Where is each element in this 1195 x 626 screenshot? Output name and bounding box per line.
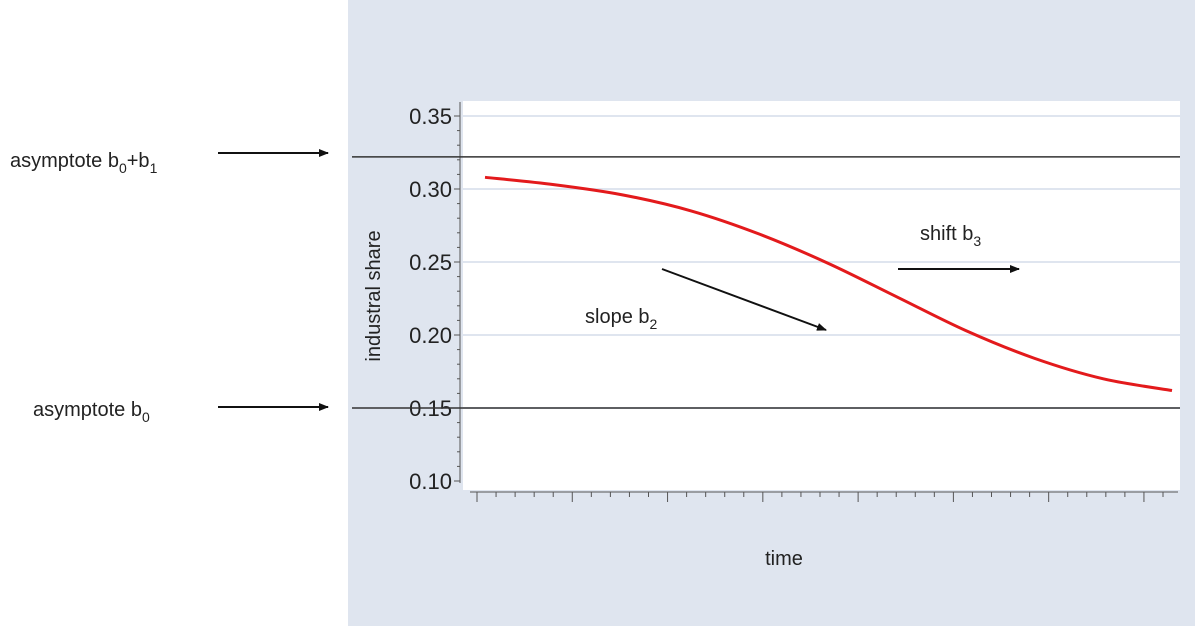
shift-label: shift b3 — [920, 223, 981, 249]
asymptote-lines — [352, 156, 1180, 409]
plot-area — [463, 101, 1180, 490]
upper-asymptote-label: asymptote b0+b1 — [10, 150, 158, 176]
slope-label: slope b2 — [585, 306, 658, 332]
series-layer — [484, 175, 1173, 392]
gridlines — [463, 115, 1180, 409]
y-tick-label: 0.10 — [409, 469, 452, 494]
y-tick-label: 0.30 — [409, 177, 452, 202]
y-tick-label: 0.20 — [409, 323, 452, 348]
x-axis-title: time — [765, 548, 803, 570]
y-tick-label: 0.25 — [409, 250, 452, 275]
axes: 0.100.150.200.250.300.35 — [409, 102, 1178, 502]
y-tick-label: 0.35 — [409, 104, 452, 129]
y-axis-title: industral share — [363, 230, 385, 361]
lower-asymptote-label: asymptote b0 — [33, 399, 150, 425]
slope-arrow — [661, 268, 827, 331]
series-line — [484, 175, 1173, 392]
